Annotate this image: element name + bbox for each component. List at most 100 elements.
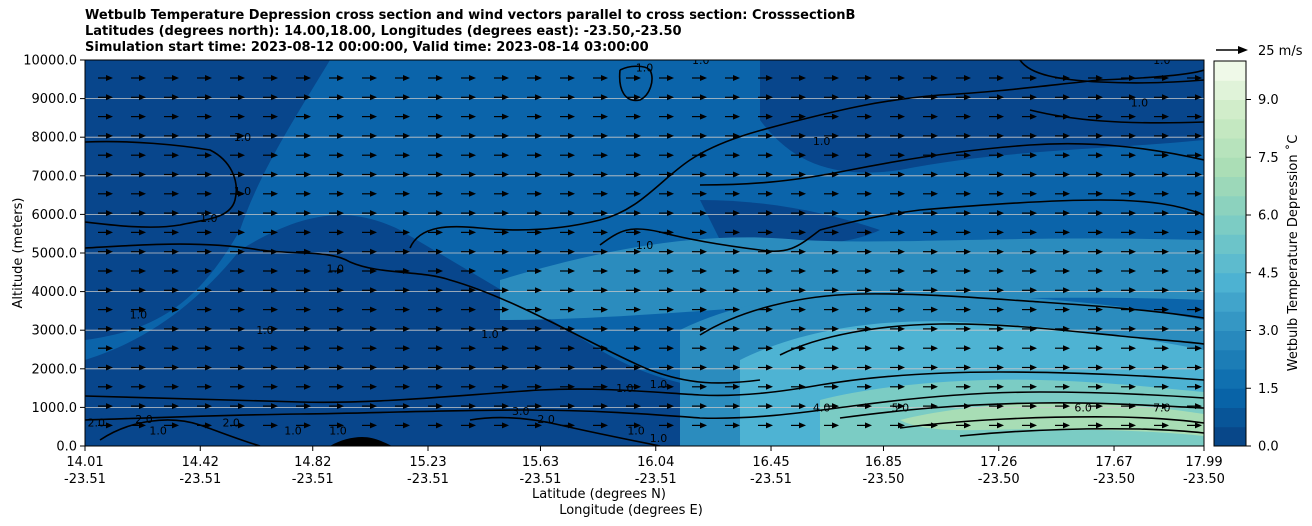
wind-vector-head [832,306,839,313]
wind-vector-head [271,229,278,236]
wind-vector-head [1129,364,1136,371]
wind-vector-head [568,94,575,101]
wind-vector [857,190,872,197]
wind-vector-head [370,229,377,236]
wind-vector [164,306,179,313]
wind-vector [1187,248,1202,255]
wind-vector-head [832,190,839,197]
wind-vector [1187,383,1202,390]
wind-vector-head [205,132,212,139]
wind-vector [890,325,905,332]
wind-vector-head [403,422,410,429]
wind-vector-head [601,190,608,197]
wind-vector-head [997,132,1004,139]
wind-vector [1187,152,1202,159]
wind-vector [560,113,575,120]
wind-vector [989,364,1004,371]
wind-vector [197,190,212,197]
wind-vector-head [370,422,377,429]
wind-vector-head [964,190,971,197]
wind-vector-head [1063,345,1070,352]
wind-vector [692,113,707,120]
wind-vector-head [172,345,179,352]
wind-vector [791,325,806,332]
wind-vector-head [766,171,773,178]
wind-vector-head [1030,152,1037,159]
wind-vector [164,190,179,197]
wind-vector-head [700,210,707,217]
wind-vector-head [1162,345,1169,352]
wind-vector-head [766,113,773,120]
x-tick-label-lat: 15.23 [409,455,446,470]
wind-vector [527,325,542,332]
wind-vector [527,190,542,197]
wind-vector [461,287,476,294]
wind-vector [1154,268,1169,274]
wind-vector [857,364,872,371]
wind-vector [923,75,938,81]
wind-vector [362,210,377,217]
wind-vector [725,229,740,236]
wind-vector-head [1162,94,1169,101]
wind-vector-head [1129,132,1136,139]
wind-vector [626,364,641,371]
wind-vector [923,325,938,332]
wind-vector [593,287,608,294]
wind-vector [1154,132,1169,139]
title-line-1: Wetbulb Temperature Depression cross sec… [85,8,856,23]
wind-vector-head [469,94,476,101]
wind-vector-head [634,306,641,313]
contour-label: 1.0 [256,324,274,337]
wind-vector-head [238,345,245,352]
wind-vector-head [106,113,113,120]
wind-vector-head [634,268,641,274]
wind-vector [593,364,608,371]
wind-vector-head [964,75,971,81]
wind-vector-head [502,345,509,352]
contour-line [1019,60,1204,84]
contour-line [85,371,1204,404]
wind-vector-head [832,132,839,139]
wind-vector-head [535,268,542,274]
colorbar-segment [1214,80,1246,100]
y-axis: 0.0 1000.0 2000.0 3000.0 4000.0 5000.0 6000.0 7… [23,54,85,455]
wind-vector-head [205,403,212,410]
wind-vector [230,132,245,139]
wind-vector-head [403,190,410,197]
wind-vector-head [139,229,146,236]
wind-vector [362,171,377,178]
wind-vector-head [733,287,740,294]
wind-vector [263,325,278,332]
colorbar-tick-label: 1.5 [1258,382,1279,397]
wind-vector-head [139,248,146,255]
wind-vector-head [106,229,113,236]
wind-vector [692,132,707,139]
wind-vector [659,210,674,217]
wind-vector [1121,325,1136,332]
wind-vector [791,306,806,313]
wind-vector [890,364,905,371]
wind-vector-head [172,306,179,313]
wind-vector [131,229,146,236]
wind-vector [857,345,872,352]
wind-vector-head [1030,210,1037,217]
wind-vector-head [139,190,146,197]
wind-vector [98,345,113,352]
wind-vector-head [1162,422,1169,429]
contour-label: 3.0 [512,405,530,418]
wind-vector-head [799,190,806,197]
wind-vector [725,152,740,159]
wind-vector-head [865,383,872,390]
wind-vector-head [832,75,839,81]
wind-vector [527,268,542,274]
wind-vector [131,364,146,371]
wind-vector [1154,248,1169,255]
wind-vector [98,325,113,332]
x-tick-label-lat: 15.63 [522,455,559,470]
wind-vector-head [1096,248,1103,255]
contour-label: 2.0 [135,413,153,426]
wind-vector [956,132,971,139]
wind-vector [989,345,1004,352]
wind-vector-head [271,383,278,390]
wind-vector [494,383,509,390]
